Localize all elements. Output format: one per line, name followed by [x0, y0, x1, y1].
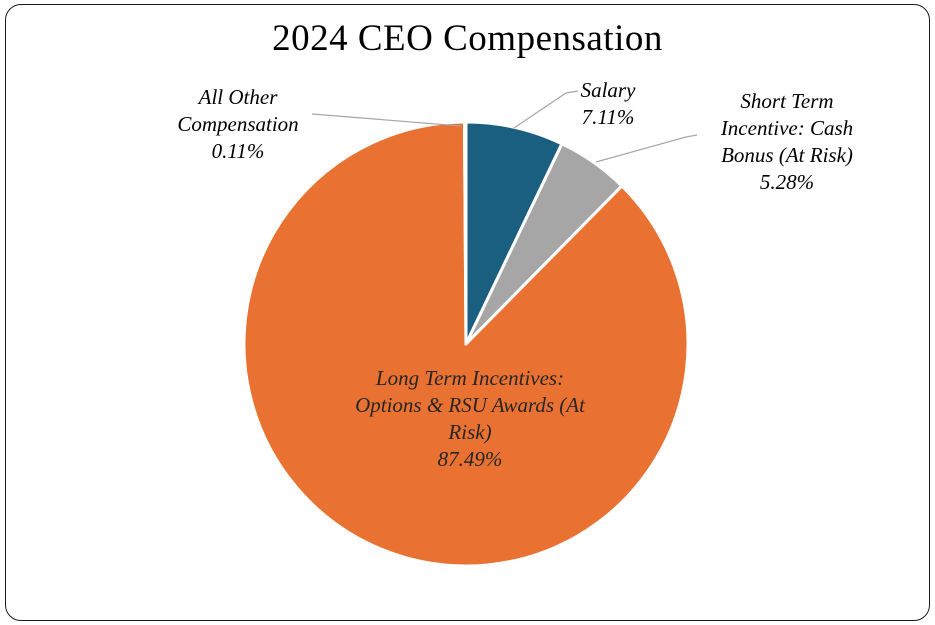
label-value: 87.49%	[437, 447, 503, 471]
label-line: Short Term	[740, 89, 834, 113]
chart-title: 2024 CEO Compensation	[272, 18, 663, 59]
label-value: 5.28%	[759, 170, 815, 194]
label-long-term-incentives: Long Term Incentives: Options & RSU Awar…	[305, 365, 635, 473]
label-line: Incentive: Cash	[720, 116, 854, 140]
leader-line-all-other	[311, 113, 462, 127]
leader-line-salary	[513, 90, 579, 129]
label-all-other-compensation: All Other Compensation 0.11%	[138, 84, 338, 165]
label-line: Long Term Incentives:	[375, 366, 565, 390]
pie-slices	[242, 120, 690, 568]
label-value: 0.11%	[211, 139, 265, 163]
label-line: Compensation	[177, 112, 299, 136]
leader-line-short-term	[595, 134, 698, 163]
label-short-term-incentive: Short Term Incentive: Cash Bonus (At Ris…	[683, 88, 891, 196]
label-salary: Salary 7.11%	[548, 77, 668, 131]
label-line: Bonus (At Risk)	[721, 143, 853, 167]
label-line: Options & RSU Awards (At	[355, 393, 585, 417]
label-line: Risk)	[448, 420, 492, 444]
label-value: 7.11%	[581, 105, 635, 129]
pie-slice-all-other-compensation	[462, 120, 468, 346]
label-line: All Other	[198, 85, 278, 109]
label-line: Salary	[580, 78, 636, 102]
